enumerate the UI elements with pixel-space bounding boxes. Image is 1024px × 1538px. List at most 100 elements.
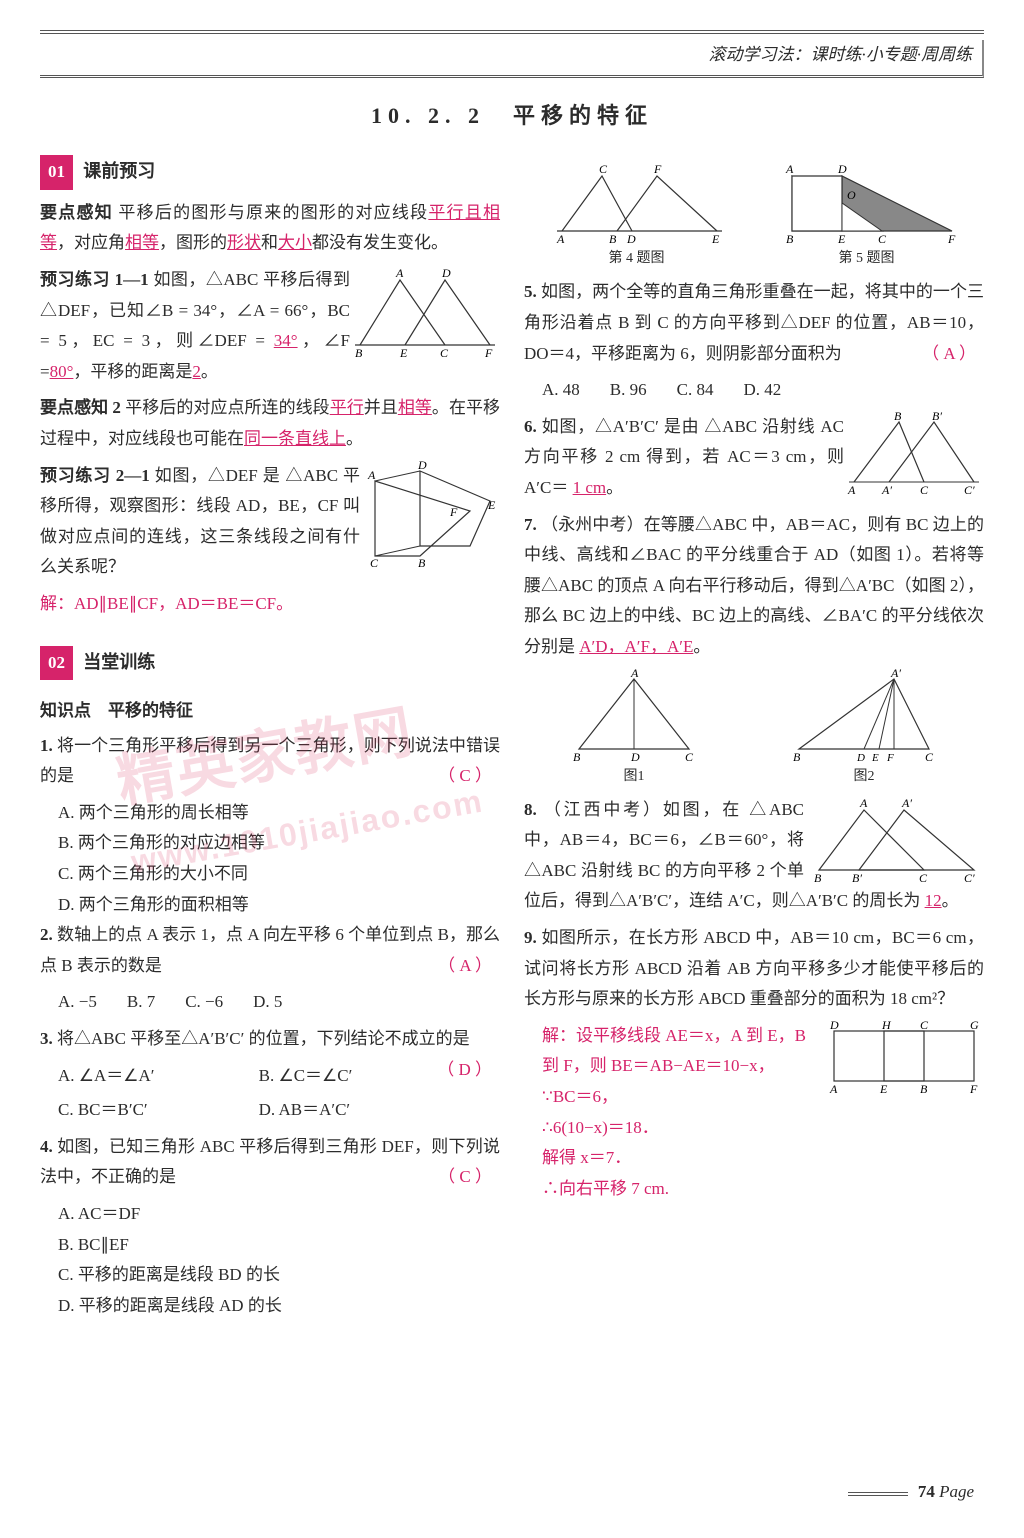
q3-a: A. ∠A＝∠A′ bbox=[58, 1061, 229, 1092]
svg-text:A: A bbox=[859, 796, 868, 810]
fig7a-label: 图1 bbox=[559, 764, 709, 789]
q5-options: A. 48 B. 96 C. 84 D. 42 bbox=[524, 375, 984, 406]
fig-px11: A D B E C F bbox=[350, 265, 500, 360]
svg-text:C′: C′ bbox=[964, 483, 975, 497]
q8-end: 。 bbox=[942, 891, 959, 910]
q5-c: C. 84 bbox=[677, 375, 714, 406]
section-02: 02 当堂训练 bbox=[40, 646, 500, 689]
yaodian2: 要点感知 2 平移后的对应点所连的线段平行并且相等。在平移过程中，对应线段也可能… bbox=[40, 393, 500, 454]
q8: A A′ B B′ C C′ 8. （江西中考）如图，在 △ABC 中，AB＝4… bbox=[524, 795, 984, 917]
svg-text:B: B bbox=[894, 412, 902, 423]
q3-ans: （ D ） bbox=[437, 1055, 492, 1086]
svg-text:D: D bbox=[626, 232, 636, 246]
q7: 7. （永州中考）在等腰△ABC 中，AB＝AC，则有 BC 边上的中线、高线和… bbox=[524, 510, 984, 663]
fig4: A C B D F E 第 4 题图 bbox=[547, 161, 727, 271]
section-01: 01 课前预习 bbox=[40, 155, 500, 198]
px21-solution: 解：AD∥BE∥CF，AD＝BE＝CF。 bbox=[40, 589, 500, 620]
svg-text:E: E bbox=[487, 498, 496, 512]
svg-text:F: F bbox=[947, 232, 956, 246]
q4-d: D. 平移的距离是线段 AD 的长 bbox=[40, 1291, 500, 1322]
fig7a: A B D C 图1 bbox=[559, 669, 709, 789]
q3: 3. 将△ABC 平移至△A′B′C′ 的位置，下列结论不成立的是 （ D ） bbox=[40, 1024, 500, 1055]
section02-title: 当堂训练 bbox=[83, 652, 155, 672]
svg-text:H: H bbox=[881, 1021, 892, 1032]
q1-num: 1. bbox=[40, 736, 57, 755]
header-method: 滚动学习法：课时练·小专题·周周练 bbox=[40, 40, 984, 78]
svg-text:B: B bbox=[786, 232, 794, 246]
px11-a1: 34° bbox=[274, 331, 298, 350]
q2-b: B. 7 bbox=[127, 987, 155, 1018]
q1-d: D. 两个三角形的面积相等 bbox=[40, 890, 500, 921]
svg-text:D: D bbox=[417, 461, 427, 472]
svg-text:A: A bbox=[785, 162, 794, 176]
svg-text:A: A bbox=[847, 483, 856, 497]
q4-b: B. BC∥EF bbox=[40, 1230, 500, 1261]
svg-text:A′: A′ bbox=[881, 483, 892, 497]
q1-c: C. 两个三角形的大小不同 bbox=[40, 859, 500, 890]
q4-num: 4. bbox=[40, 1137, 57, 1156]
section01-title: 课前预习 bbox=[83, 161, 155, 181]
yd1-t4: 和 bbox=[261, 233, 278, 252]
px11-label: 预习练习 1—1 bbox=[40, 270, 149, 289]
svg-text:G: G bbox=[970, 1021, 979, 1032]
svg-text:D: D bbox=[630, 750, 640, 764]
q4-c: C. 平移的距离是线段 BD 的长 bbox=[40, 1260, 500, 1291]
svg-text:A′: A′ bbox=[901, 796, 912, 810]
yd1-t1: 平移后的图形与原来的图形的对应线段 bbox=[118, 203, 428, 222]
yd1-label: 要点感知 bbox=[40, 203, 113, 222]
q5-text: 如图，两个全等的直角三角形重叠在一起，将其中的一个三角形沿着点 B 到 C 的方… bbox=[524, 282, 984, 362]
fig-px21: A D F E C B bbox=[360, 461, 500, 571]
q9-s3: ∴6(10−x)＝18． bbox=[524, 1113, 984, 1144]
px11-end: 。 bbox=[201, 362, 218, 381]
footer: 74 Page bbox=[848, 1477, 974, 1508]
svg-text:F: F bbox=[653, 162, 662, 176]
yd1-a4: 大小 bbox=[278, 233, 312, 252]
q4-ans: （ C ） bbox=[438, 1162, 492, 1193]
svg-text:B′: B′ bbox=[932, 412, 942, 423]
q4-text: 如图，已知三角形 ABC 平移后得到三角形 DEF，则下列说法中，不正确的是 bbox=[40, 1137, 500, 1187]
yd1-a3: 形状 bbox=[227, 233, 261, 252]
svg-text:E: E bbox=[711, 232, 720, 246]
header-rule bbox=[40, 30, 984, 34]
svg-text:C: C bbox=[925, 750, 934, 764]
svg-text:A′: A′ bbox=[890, 669, 901, 680]
fig-row-4-5: A C B D F E 第 4 题图 A D O B bbox=[524, 161, 984, 271]
q3-b: B. ∠C＝∠C′ bbox=[259, 1061, 430, 1092]
px11-a3: 2 bbox=[192, 362, 201, 381]
yd1-t2: ，对应角 bbox=[57, 233, 125, 252]
page-label: Page bbox=[939, 1482, 974, 1501]
svg-text:E: E bbox=[879, 1082, 888, 1096]
yd2-a1: 平行 bbox=[330, 398, 364, 417]
page-number: 74 bbox=[918, 1482, 935, 1501]
svg-text:A: A bbox=[367, 468, 376, 482]
svg-text:D: D bbox=[837, 162, 847, 176]
svg-text:C: C bbox=[685, 750, 694, 764]
q5-d: D. 42 bbox=[743, 375, 781, 406]
svg-text:C: C bbox=[919, 871, 928, 885]
q8-a: 12 bbox=[925, 891, 942, 910]
svg-text:D: D bbox=[441, 266, 451, 280]
q2-num: 2. bbox=[40, 925, 57, 944]
svg-text:O: O bbox=[847, 188, 856, 202]
q3-c: C. BC＝B′C′ bbox=[58, 1095, 229, 1126]
preview-1-1: A D B E C F 预习练习 1—1 如图，△ABC 平移后得到△DEF，已… bbox=[40, 265, 500, 387]
q1-a: A. 两个三角形的周长相等 bbox=[40, 798, 500, 829]
svg-text:B′: B′ bbox=[852, 871, 862, 885]
svg-text:B: B bbox=[793, 750, 801, 764]
q3-text: 将△ABC 平移至△A′B′C′ 的位置，下列结论不成立的是 bbox=[57, 1029, 470, 1048]
q9-s5: ∴向右平移 7 cm. bbox=[524, 1174, 984, 1205]
q9-text: 如图所示，在长方形 ABCD 中，AB＝10 cm，BC＝6 cm，试问将长方形… bbox=[524, 928, 984, 1008]
q5-num: 5. bbox=[524, 282, 541, 301]
fig4-label: 第 4 题图 bbox=[547, 246, 727, 271]
fig-q6: B B′ A A′ C C′ bbox=[844, 412, 984, 497]
svg-text:B: B bbox=[814, 871, 822, 885]
q6-a: 1 cm bbox=[573, 478, 607, 497]
svg-text:A: A bbox=[829, 1082, 838, 1096]
section02-tag: 02 bbox=[40, 646, 73, 681]
fig7b: A′ B D E F C 图2 bbox=[779, 669, 949, 789]
q2-text: 数轴上的点 A 表示 1，点 A 向左平移 6 个单位到点 B，那么点 B 表示… bbox=[40, 925, 500, 975]
fig-row-7: A B D C 图1 A′ B D E F C bbox=[524, 669, 984, 789]
q3-d: D. AB＝A′C′ bbox=[259, 1095, 430, 1126]
section01-tag: 01 bbox=[40, 155, 73, 190]
fig-q9: D H C G A E B F bbox=[824, 1021, 984, 1096]
